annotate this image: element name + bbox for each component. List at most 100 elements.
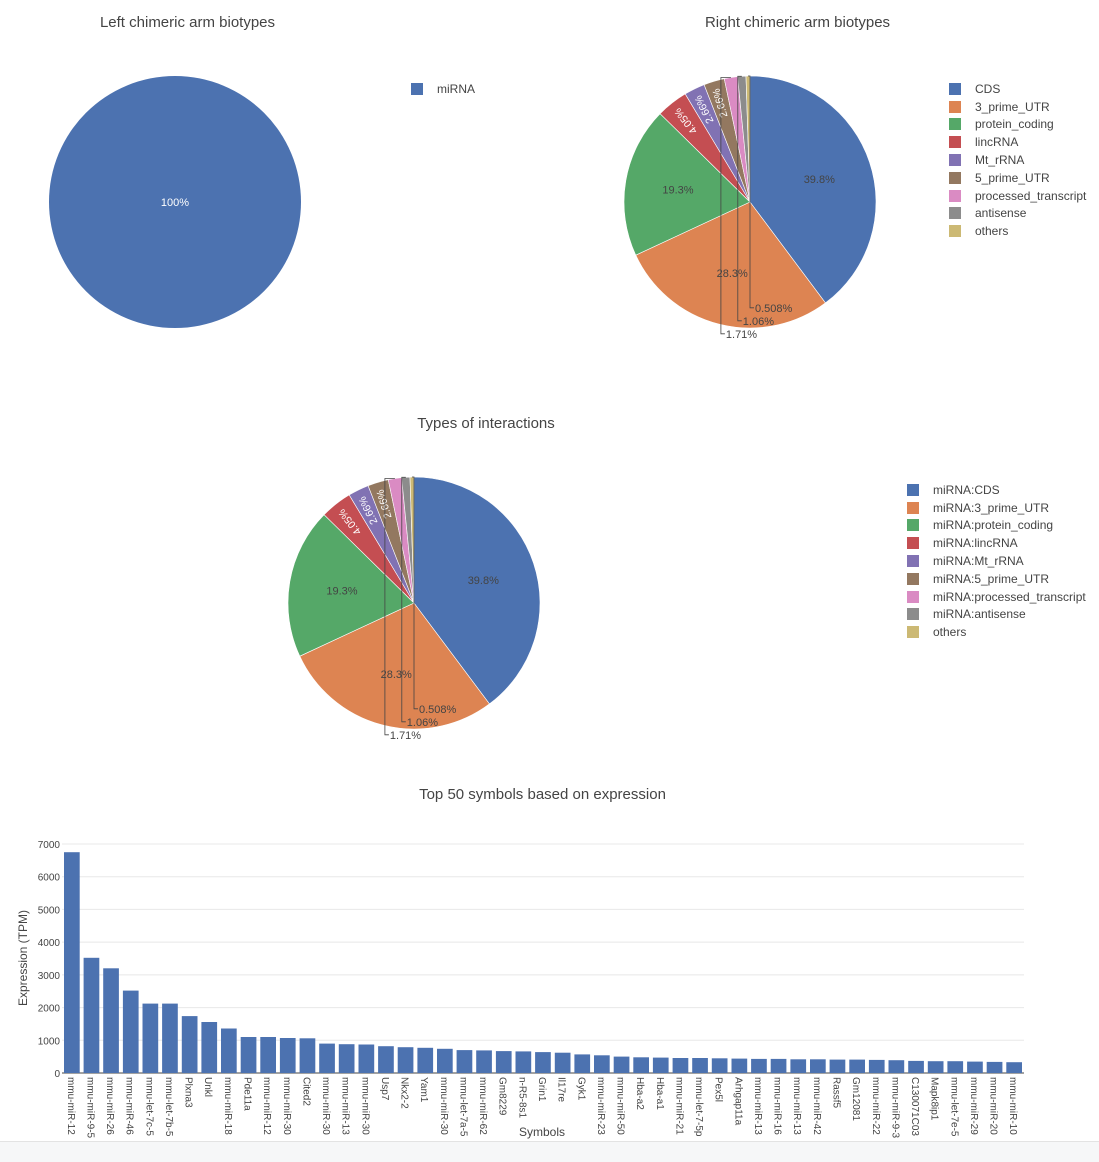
bar-xtick-label: Grin1 <box>536 1077 547 1102</box>
bar[interactable] <box>260 1037 276 1073</box>
pie3-slice[interactable] <box>287 514 415 657</box>
pie2-legend-item[interactable]: 3_prime_UTR <box>949 98 1086 116</box>
pie2-slice-label: 19.3% <box>662 185 693 197</box>
pie3-legend-swatch <box>907 608 919 621</box>
bar[interactable] <box>181 1016 198 1073</box>
pie2-legend-item[interactable]: lincRNA <box>949 133 1086 151</box>
bar[interactable] <box>338 1044 355 1073</box>
bar[interactable] <box>417 1047 434 1073</box>
pie3-legend-item[interactable]: miRNA:lincRNA <box>907 534 1086 552</box>
pie3-legend-item[interactable]: miRNA:Mt_rRNA <box>907 552 1086 570</box>
bar-xtick-label: mmu-miR-30 <box>320 1077 331 1135</box>
pie2-slice[interactable] <box>749 75 877 304</box>
bar[interactable] <box>221 1028 237 1074</box>
bar[interactable] <box>751 1058 767 1073</box>
bar[interactable] <box>692 1058 708 1073</box>
pie3-slice[interactable] <box>413 476 541 705</box>
bar[interactable] <box>613 1056 630 1073</box>
pie2-legend-item[interactable]: Mt_rRNA <box>949 151 1086 169</box>
bar[interactable] <box>810 1059 826 1073</box>
bar[interactable] <box>652 1057 669 1073</box>
pie3-slice[interactable] <box>299 602 490 730</box>
pie2-legend-label: 3_prime_UTR <box>975 99 1050 114</box>
bar[interactable] <box>927 1061 944 1073</box>
bar[interactable] <box>574 1054 591 1073</box>
bar[interactable] <box>299 1038 316 1073</box>
bar[interactable] <box>770 1058 787 1073</box>
bar[interactable] <box>790 1059 807 1073</box>
bar[interactable] <box>888 1060 905 1073</box>
bar[interactable] <box>633 1057 649 1073</box>
bar[interactable] <box>594 1055 610 1073</box>
bar-xtick-label: Pex5l <box>713 1077 724 1102</box>
bar[interactable] <box>476 1050 492 1073</box>
pie3-legend-item[interactable]: miRNA:processed_transcript <box>907 588 1086 606</box>
bar[interactable] <box>122 990 139 1073</box>
bar-xtick-label: mmu-miR-13 <box>340 1077 351 1135</box>
bar[interactable] <box>456 1050 473 1073</box>
pie3-legend-item[interactable]: miRNA:5_prime_UTR <box>907 570 1086 588</box>
bar[interactable] <box>947 1061 964 1073</box>
pie1-slice[interactable] <box>49 76 301 328</box>
bar[interactable] <box>731 1058 748 1073</box>
pie1-legend-item[interactable]: miRNA <box>411 80 475 98</box>
pie2-leader-line <box>737 75 742 322</box>
pie2-legend-item[interactable]: protein_coding <box>949 116 1086 134</box>
bar[interactable] <box>672 1058 689 1073</box>
pie3-title: Types of interactions <box>417 415 555 432</box>
bar[interactable] <box>397 1047 414 1073</box>
pie3-legend-swatch <box>907 555 919 568</box>
pie3-legend-item[interactable]: miRNA:3_prime_UTR <box>907 499 1086 517</box>
pie2-slice[interactable] <box>635 201 826 329</box>
bar[interactable] <box>201 1022 218 1073</box>
pie3-legend-label: miRNA:CDS <box>933 482 1000 497</box>
pie3-legend-item[interactable]: miRNA:antisense <box>907 606 1086 624</box>
bar[interactable] <box>849 1059 865 1073</box>
pie3-legend-item[interactable]: miRNA:CDS <box>907 481 1086 499</box>
bar[interactable] <box>554 1052 571 1073</box>
pie3-legend-swatch <box>907 519 919 532</box>
bar[interactable] <box>829 1059 846 1073</box>
bar-xtick-label: mmu-miR-9-5 <box>84 1077 95 1139</box>
pie3-legend-label: others <box>933 625 967 640</box>
bar[interactable] <box>1006 1062 1022 1073</box>
pie3-legend-label: miRNA:antisense <box>933 607 1026 622</box>
bar[interactable] <box>515 1051 532 1073</box>
pie2-legend-item[interactable]: CDS <box>949 80 1086 98</box>
bar[interactable] <box>495 1051 512 1073</box>
pie1-slice-label: 100% <box>161 197 189 209</box>
bar[interactable] <box>279 1038 296 1073</box>
pie2-legend-label: CDS <box>975 81 1001 96</box>
bar[interactable] <box>83 957 100 1073</box>
pie3-legend-item[interactable]: others <box>907 623 1086 641</box>
pie2-legend-item[interactable]: antisense <box>949 205 1086 223</box>
bar-ytick-label: 7000 <box>38 840 61 851</box>
bar[interactable] <box>240 1037 257 1073</box>
pie2-legend-swatch <box>949 82 961 95</box>
bar[interactable] <box>378 1046 394 1073</box>
bar[interactable] <box>967 1061 983 1073</box>
bar[interactable] <box>986 1061 1003 1073</box>
bar[interactable] <box>142 1003 159 1073</box>
pie3-slice-label: 19.3% <box>326 586 357 598</box>
bar[interactable] <box>358 1044 375 1074</box>
pie2-legend-item[interactable]: processed_transcript <box>949 187 1086 205</box>
bottom-bar <box>0 1141 1099 1162</box>
bar[interactable] <box>437 1048 453 1073</box>
bar[interactable] <box>868 1059 885 1073</box>
bar[interactable] <box>908 1060 924 1073</box>
pie2-legend-item[interactable]: others <box>949 222 1086 240</box>
bar[interactable] <box>162 1003 178 1073</box>
bar[interactable] <box>64 852 80 1073</box>
pie2-legend-label: Mt_rRNA <box>975 153 1025 168</box>
bar[interactable] <box>711 1058 728 1073</box>
pie3-legend-label: miRNA:protein_coding <box>933 518 1054 533</box>
bar-ytick-label: 0 <box>54 1069 60 1080</box>
pie2-slice[interactable] <box>623 113 751 256</box>
bar[interactable] <box>103 968 119 1073</box>
bar[interactable] <box>535 1052 551 1073</box>
pie2-title: Right chimeric arm biotypes <box>704 14 891 31</box>
pie2-legend-item[interactable]: 5_prime_UTR <box>949 169 1086 187</box>
pie3-legend-item[interactable]: miRNA:protein_coding <box>907 517 1086 535</box>
bar[interactable] <box>319 1043 335 1073</box>
